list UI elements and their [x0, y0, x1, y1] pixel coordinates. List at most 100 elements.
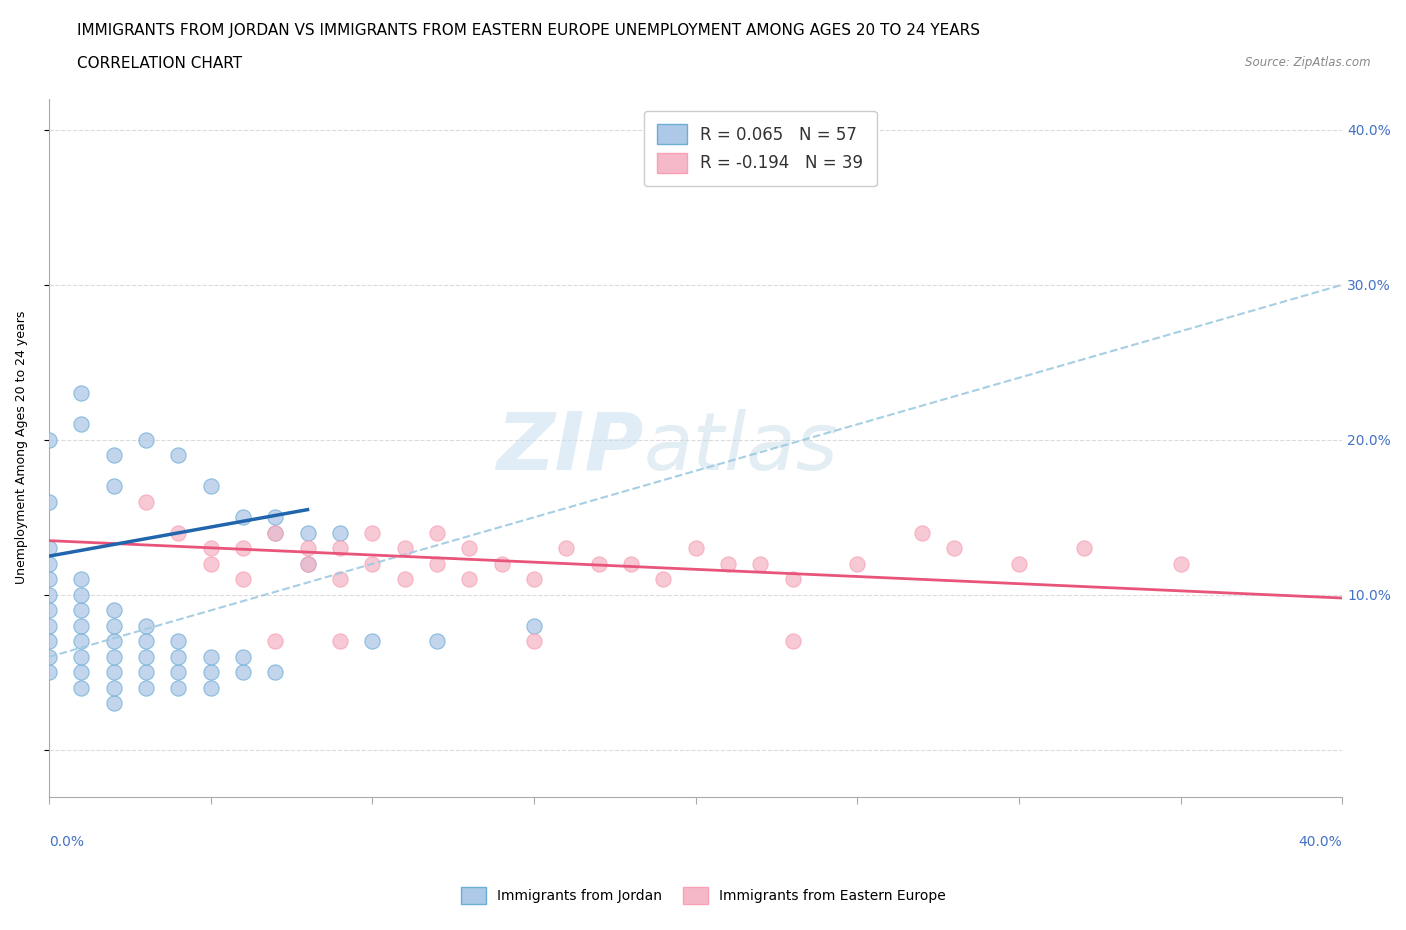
Point [200, 665, 222, 680]
Text: IMMIGRANTS FROM JORDAN VS IMMIGRANTS FROM EASTERN EUROPE UNEMPLOYMENT AMONG AGES: IMMIGRANTS FROM JORDAN VS IMMIGRANTS FRO… [77, 23, 980, 38]
Point [588, 556, 610, 571]
Point [167, 448, 190, 463]
Point [103, 634, 125, 649]
Point [297, 525, 319, 540]
Text: CORRELATION CHART: CORRELATION CHART [77, 56, 242, 71]
Point [264, 510, 287, 525]
Point [38, 432, 60, 447]
Point [135, 649, 157, 664]
Point [103, 681, 125, 696]
Point [652, 572, 675, 587]
Point [911, 525, 934, 540]
Point [264, 634, 287, 649]
Point [167, 634, 190, 649]
Point [200, 541, 222, 556]
Point [38, 541, 60, 556]
Point [38, 603, 60, 618]
Point [264, 525, 287, 540]
Point [167, 681, 190, 696]
Point [426, 525, 449, 540]
Text: 40.0%: 40.0% [1299, 835, 1343, 849]
Point [329, 525, 352, 540]
Point [329, 541, 352, 556]
Point [361, 525, 384, 540]
Point [717, 556, 740, 571]
Point [329, 572, 352, 587]
Point [200, 681, 222, 696]
Point [70, 618, 93, 633]
Legend: R = 0.065   N = 57, R = -0.194   N = 39: R = 0.065 N = 57, R = -0.194 N = 39 [644, 111, 877, 186]
Point [70, 588, 93, 603]
Point [103, 448, 125, 463]
Point [458, 572, 481, 587]
Point [943, 541, 966, 556]
Point [297, 556, 319, 571]
Point [523, 572, 546, 587]
Point [103, 479, 125, 494]
Point [167, 649, 190, 664]
Point [103, 665, 125, 680]
Point [200, 649, 222, 664]
Point [70, 386, 93, 401]
Point [1073, 541, 1095, 556]
Point [103, 696, 125, 711]
Point [523, 634, 546, 649]
Point [523, 618, 546, 633]
Point [426, 634, 449, 649]
Point [38, 618, 60, 633]
Point [70, 572, 93, 587]
Point [1008, 556, 1031, 571]
Point [232, 510, 254, 525]
Point [846, 556, 869, 571]
Text: Source: ZipAtlas.com: Source: ZipAtlas.com [1246, 56, 1371, 69]
Point [135, 665, 157, 680]
Point [38, 649, 60, 664]
Point [103, 649, 125, 664]
Point [232, 665, 254, 680]
Point [232, 541, 254, 556]
Point [200, 556, 222, 571]
Point [329, 634, 352, 649]
Point [1170, 556, 1192, 571]
Point [782, 572, 804, 587]
Point [782, 634, 804, 649]
Point [38, 556, 60, 571]
Point [361, 634, 384, 649]
Point [135, 681, 157, 696]
Legend: Immigrants from Jordan, Immigrants from Eastern Europe: Immigrants from Jordan, Immigrants from … [456, 881, 950, 910]
Point [70, 665, 93, 680]
Point [491, 556, 513, 571]
Point [232, 572, 254, 587]
Point [38, 495, 60, 510]
Text: ZIP: ZIP [496, 408, 644, 486]
Point [70, 417, 93, 432]
Point [394, 541, 416, 556]
Text: 0.0%: 0.0% [49, 835, 84, 849]
Point [38, 588, 60, 603]
Point [135, 634, 157, 649]
Point [70, 634, 93, 649]
Point [135, 432, 157, 447]
Point [103, 603, 125, 618]
Point [361, 556, 384, 571]
Point [200, 479, 222, 494]
Point [685, 541, 707, 556]
Point [38, 665, 60, 680]
Point [167, 525, 190, 540]
Point [135, 495, 157, 510]
Point [555, 541, 578, 556]
Point [70, 649, 93, 664]
Point [297, 541, 319, 556]
Point [167, 665, 190, 680]
Point [620, 556, 643, 571]
Point [426, 556, 449, 571]
Point [264, 665, 287, 680]
Point [458, 541, 481, 556]
Point [70, 681, 93, 696]
Text: atlas: atlas [644, 408, 838, 486]
Point [70, 603, 93, 618]
Point [38, 572, 60, 587]
Point [103, 618, 125, 633]
Point [394, 572, 416, 587]
Point [232, 649, 254, 664]
